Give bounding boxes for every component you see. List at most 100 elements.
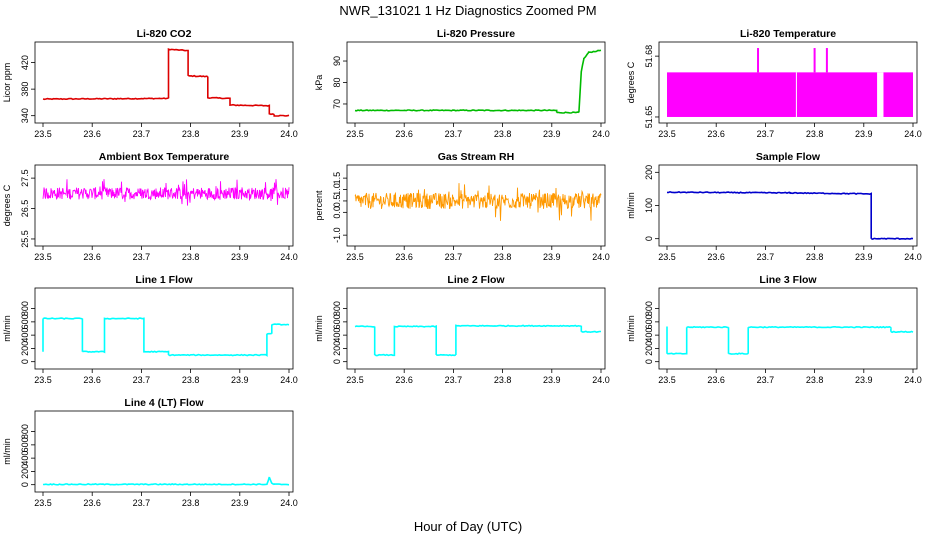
plot-frame — [34, 41, 294, 124]
band-gap — [877, 72, 884, 117]
x-tick-label: 23.8 — [494, 129, 512, 139]
y-axis-label: ml/min — [626, 315, 636, 342]
x-tick-label: 24.0 — [592, 252, 610, 262]
x-tick-label: 23.6 — [83, 375, 101, 385]
x-tick-label: 23.5 — [34, 498, 52, 508]
panel-title: Line 3 Flow — [759, 274, 817, 286]
panel-gas-stream-rh: Gas Stream RH percent 23.5 23.6 23.7 23.8 23.9… — [314, 151, 610, 262]
panel-title: Li-820 CO2 — [137, 28, 192, 40]
y-tick-label: 400 — [332, 328, 342, 343]
panel-title: Ambient Box Temperature — [99, 151, 230, 163]
x-tick-label: 23.5 — [346, 129, 364, 139]
x-tick-label: 23.6 — [395, 252, 413, 262]
x-tick-label: 23.5 — [34, 129, 52, 139]
x-tick-label: 23.5 — [34, 375, 52, 385]
y-tick-label: 800 — [20, 424, 30, 439]
y-axis-label: kPa — [314, 75, 324, 91]
series-line — [42, 179, 290, 206]
panel-line-4-lt-flow: Line 4 (LT) Flow ml/min 23.5 23.6 23.7 23.8 23… — [2, 397, 298, 508]
series-line — [666, 190, 914, 240]
x-tick-label: 23.9 — [543, 252, 561, 262]
y-axis-label: ml/min — [2, 438, 12, 465]
x-tick-label: 23.5 — [658, 375, 676, 385]
y-tick-label: 100 — [644, 198, 654, 213]
x-tick-label: 24.0 — [904, 252, 922, 262]
x-tick-label: 23.9 — [231, 129, 249, 139]
y-tick-label: 200 — [20, 464, 30, 479]
x-tick-label: 23.8 — [806, 375, 824, 385]
x-tick-label: 23.9 — [855, 252, 873, 262]
panel-line-3-flow: Line 3 Flow ml/min 23.5 23.6 23.7 23.8 23.9 24.… — [626, 274, 922, 385]
y-axis-label: degrees C — [2, 184, 12, 226]
figure-xlabel: Hour of Day (UTC) — [414, 519, 522, 534]
y-tick-label: 0 — [20, 359, 30, 364]
x-tick-label: 23.9 — [855, 375, 873, 385]
y-tick-label: 420 — [20, 55, 30, 70]
y-tick-label: 0 — [332, 359, 342, 364]
panel-ambient-box-temperature: Ambient Box Temperature degrees C 23.5 23.6… — [2, 151, 298, 262]
x-tick-label: 23.6 — [707, 375, 725, 385]
y-tick-label: 0.5 — [332, 195, 342, 208]
panel-sample-flow: Sample Flow ml/min 23.5 23.6 23.7 23.8 23.9 24.… — [626, 151, 922, 262]
x-tick-label: 23.5 — [34, 252, 52, 262]
x-tick-label: 23.7 — [757, 375, 775, 385]
panel-line-1-flow: Line 1 Flow ml/min 23.5 23.6 23.7 23.8 23.9 24.… — [2, 274, 298, 385]
y-tick-label: 200 — [20, 341, 30, 356]
plot-frame — [658, 164, 918, 247]
figure-title: NWR_131021 1 Hz Diagnostics Zoomed PM — [339, 3, 596, 18]
y-tick-label: 600 — [20, 314, 30, 329]
x-tick-label: 23.5 — [658, 252, 676, 262]
panel-li-820-pressure: Li-820 Pressure kPa 23.5 23.6 23.7 23.8 23.9 24… — [314, 28, 610, 139]
panel-li-820-temperature: Li-820 Temperature degrees C 23.5 23.6 23.7 2… — [626, 28, 922, 139]
x-tick-label: 23.8 — [182, 375, 200, 385]
y-tick-label: 600 — [644, 314, 654, 329]
y-tick-label: 800 — [644, 301, 654, 316]
x-tick-label: 23.5 — [346, 252, 364, 262]
x-tick-label: 23.5 — [658, 129, 676, 139]
x-tick-label: 23.6 — [707, 252, 725, 262]
plot-frame — [34, 410, 294, 493]
x-tick-label: 23.7 — [445, 129, 463, 139]
y-tick-label: 80 — [332, 77, 342, 87]
y-tick-label: -1.0 — [332, 227, 342, 243]
x-tick-label: 23.6 — [83, 252, 101, 262]
series-line — [354, 49, 602, 114]
plot-frame — [658, 287, 918, 370]
series-line — [42, 476, 290, 486]
x-tick-label: 23.9 — [231, 252, 249, 262]
series-line — [354, 324, 601, 357]
y-axis-label: Licor ppm — [2, 63, 12, 103]
x-tick-label: 23.5 — [346, 375, 364, 385]
plot-frame — [34, 164, 294, 247]
y-tick-label: 25.5 — [20, 230, 30, 248]
x-tick-label: 23.9 — [543, 375, 561, 385]
x-tick-label: 23.6 — [83, 498, 101, 508]
y-tick-label: 0 — [20, 482, 30, 487]
x-tick-label: 24.0 — [592, 129, 610, 139]
x-tick-label: 24.0 — [280, 252, 298, 262]
y-tick-label: 90 — [332, 56, 342, 66]
y-tick-label: 400 — [20, 451, 30, 466]
x-tick-label: 23.8 — [182, 129, 200, 139]
y-tick-label: 200 — [644, 165, 654, 180]
y-tick-label: 800 — [332, 301, 342, 316]
x-tick-label: 23.8 — [494, 252, 512, 262]
y-axis-label: ml/min — [2, 315, 12, 342]
y-tick-label: 51.65 — [644, 106, 654, 129]
x-tick-label: 23.6 — [707, 129, 725, 139]
y-tick-label: 51.68 — [644, 45, 654, 68]
panel-title: Line 2 Flow — [447, 274, 505, 286]
x-tick-label: 24.0 — [904, 129, 922, 139]
x-tick-label: 23.7 — [133, 252, 151, 262]
x-tick-label: 23.7 — [133, 129, 151, 139]
x-tick-label: 23.9 — [231, 375, 249, 385]
y-axis-label: ml/min — [626, 192, 636, 219]
y-tick-label: 380 — [20, 82, 30, 97]
y-axis-label: percent — [314, 190, 324, 221]
x-tick-label: 23.6 — [83, 129, 101, 139]
x-tick-label: 24.0 — [280, 375, 298, 385]
x-tick-label: 24.0 — [904, 375, 922, 385]
panel-title: Li-820 Pressure — [437, 28, 515, 40]
x-tick-label: 24.0 — [280, 498, 298, 508]
